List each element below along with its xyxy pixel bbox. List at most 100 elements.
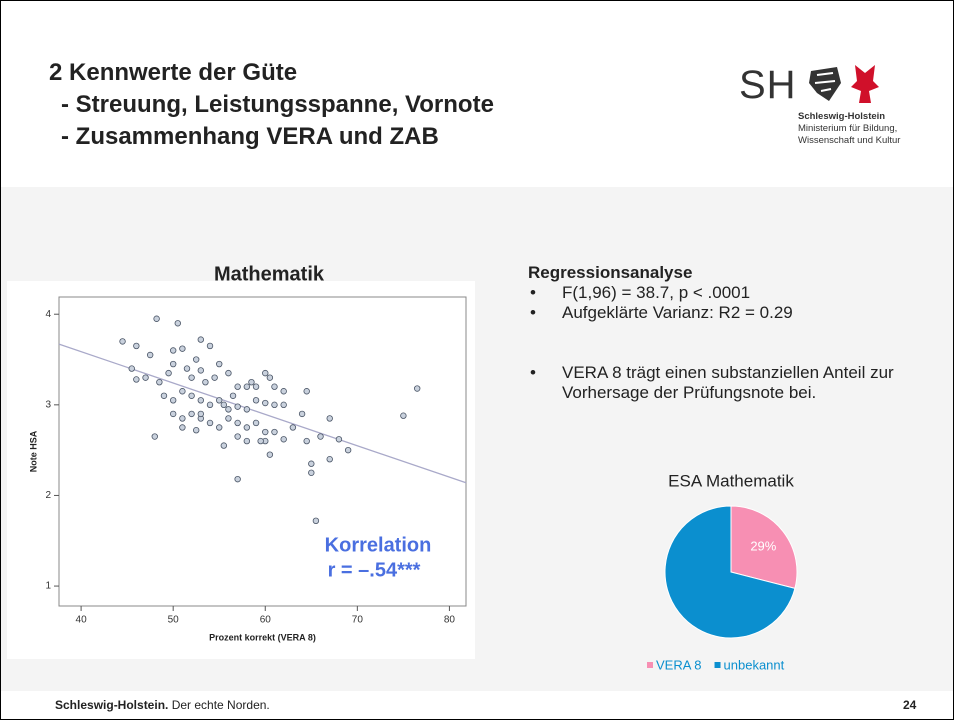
point (169, 360, 177, 368)
bullet: VERA 8 trägt einen substanziellen Anteil… (530, 363, 928, 403)
legend-label: unbekannt (724, 657, 785, 672)
title-line: 2 Kennwerte der Güte (49, 59, 298, 86)
bullet: Aufgeklärte Varianz: R2 = 0.29 (530, 303, 928, 323)
point (252, 383, 260, 390)
data-label: 29% (750, 538, 776, 553)
point (220, 442, 228, 449)
point (183, 365, 191, 372)
point (243, 383, 251, 390)
logo-text: Ministerium für Bildung, (798, 123, 898, 134)
logo-emblem (809, 65, 879, 103)
point (216, 360, 223, 368)
point (271, 428, 278, 436)
legend-swatch (647, 662, 653, 668)
point (303, 388, 310, 395)
point (197, 336, 205, 343)
point (216, 424, 223, 431)
point (308, 460, 315, 467)
point (243, 424, 251, 431)
point (271, 383, 278, 390)
x-tick-label: 60 (260, 615, 272, 626)
point (165, 369, 172, 377)
pie-slice (730, 505, 798, 590)
point (169, 410, 177, 418)
point (211, 374, 218, 381)
x-tick-label: 40 (76, 615, 88, 626)
point (193, 356, 200, 363)
point (179, 388, 186, 395)
point (234, 383, 241, 390)
point (271, 401, 278, 409)
point (252, 397, 260, 404)
point (289, 424, 297, 431)
point (317, 433, 324, 440)
point (169, 397, 177, 404)
title: 2 Kennwerte der Güte - Streuung, Leistun… (49, 57, 494, 153)
footer: Schleswig-Holstein. Der echte Norden. 24 (1, 691, 953, 719)
header (1, 1, 953, 187)
annotation: Korrelation (325, 534, 432, 556)
point (234, 403, 241, 410)
point (225, 415, 232, 422)
point (280, 388, 287, 395)
logo-text: Wissenschaft und Kultur (798, 135, 901, 146)
point (413, 385, 421, 392)
point (179, 345, 186, 352)
point (262, 428, 269, 436)
point (280, 436, 287, 443)
point (128, 365, 135, 372)
logo-text: Schleswig-Holstein (798, 111, 886, 122)
y-axis-label: Note HSA (28, 430, 38, 472)
title-line: - Zusammenhang VERA und ZAB (61, 123, 439, 150)
point (179, 415, 186, 422)
annotation: r = –.54*** (328, 559, 421, 581)
point (151, 433, 158, 440)
point (188, 392, 195, 399)
point (400, 412, 407, 419)
point (266, 451, 274, 458)
point (243, 406, 251, 413)
point (160, 392, 168, 399)
point (206, 342, 214, 350)
point (262, 369, 269, 377)
x-tick-label: 70 (352, 615, 364, 626)
point (312, 517, 320, 525)
point (133, 342, 140, 350)
bullet: F(1,96) = 38.7, p < .0001 (530, 283, 928, 303)
footer-brand: Schleswig-Holstein. (55, 698, 169, 712)
x-tick-label: 50 (168, 615, 180, 626)
point (179, 424, 186, 431)
bullet-list: F(1,96) = 38.7, p < .0001 Aufgeklärte Va… (528, 283, 928, 403)
point (252, 419, 260, 427)
y-tick-label: 3 (45, 399, 51, 410)
legend-swatch (714, 662, 721, 668)
point (298, 410, 306, 418)
point (197, 367, 205, 374)
point (169, 347, 177, 354)
point (220, 401, 228, 409)
point (153, 315, 160, 322)
point (174, 320, 181, 327)
point (206, 419, 214, 427)
point (234, 419, 241, 427)
point (326, 415, 333, 422)
point (308, 469, 315, 476)
legend-label: VERA 8 (656, 657, 702, 672)
logo-mark: SH (739, 63, 797, 107)
y-tick-label: 4 (45, 309, 51, 320)
point (229, 392, 237, 399)
point (156, 378, 163, 386)
point (326, 456, 333, 463)
y-tick-label: 1 (45, 581, 51, 592)
page-number: 24 (903, 698, 917, 712)
point (266, 374, 274, 381)
point (188, 410, 195, 418)
point (225, 369, 232, 377)
regression-text: Regressionsanalyse F(1,96) = 38.7, p < .… (528, 263, 928, 403)
point (234, 433, 241, 440)
chart-title: ESA Mathematik (668, 471, 794, 490)
point (257, 437, 264, 445)
heading: Regressionsanalyse (528, 263, 693, 282)
chart-title: Mathematik (214, 263, 325, 285)
x-tick-label: 80 (444, 615, 456, 626)
